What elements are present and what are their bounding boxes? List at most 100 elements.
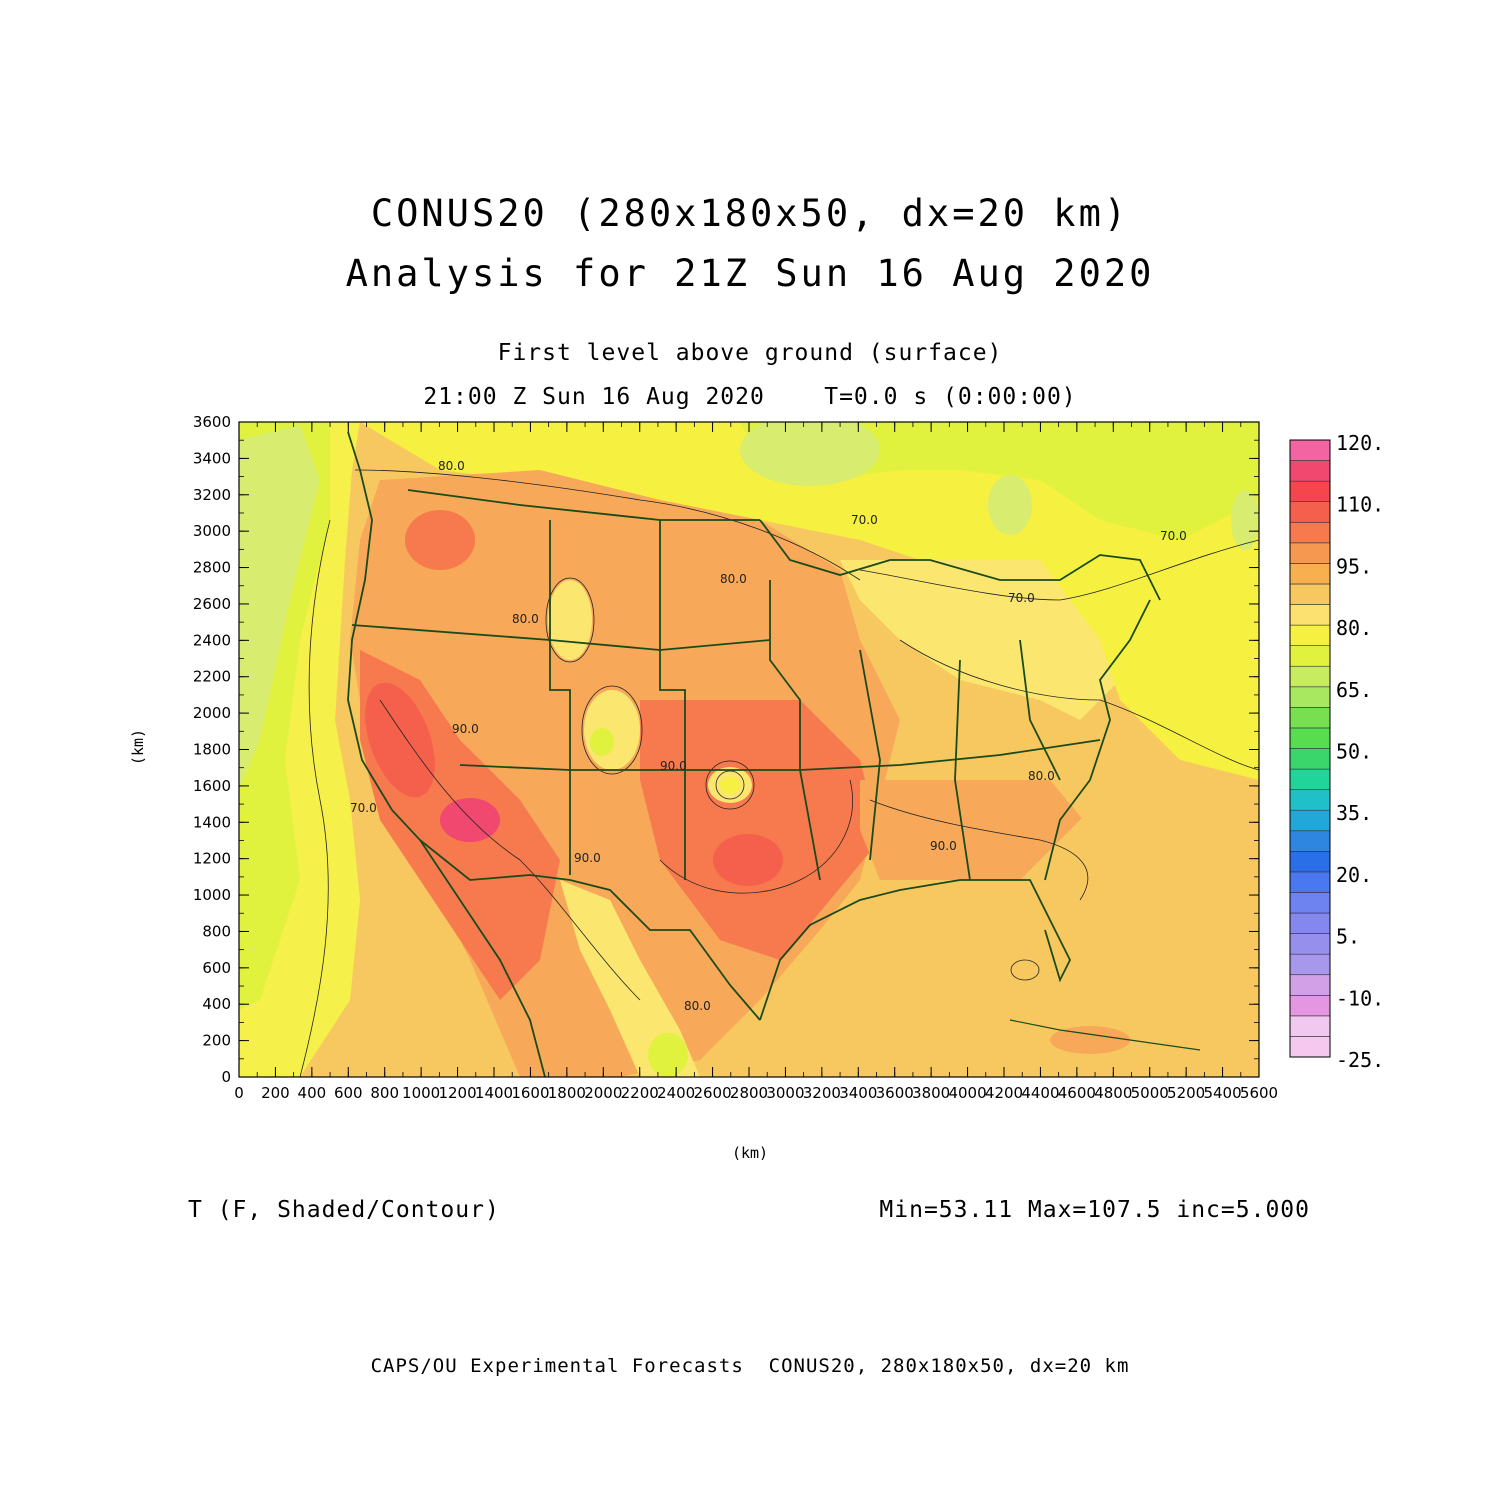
contour-label: 70.0: [851, 513, 878, 527]
field-pacific-cool: [239, 425, 320, 790]
field-centralvalley-100: [365, 682, 435, 798]
contour-label: 70.0: [1160, 529, 1187, 543]
x-tick-label: 2800: [730, 1084, 768, 1102]
contour-lines: [299, 469, 1260, 1078]
us-mexico-border: [419, 839, 761, 1021]
y-tick-label: 600: [202, 959, 231, 977]
x-tick-label: 2200: [621, 1084, 659, 1102]
y-tick-label: 3000: [193, 522, 231, 540]
x-tick-label: 3200: [803, 1084, 841, 1102]
x-tick-label: 5600: [1240, 1084, 1278, 1102]
field-northeast-70: [1040, 560, 1259, 780]
atlantic-coast: [1044, 599, 1151, 881]
x-tick-label: 5000: [1131, 1084, 1169, 1102]
y-tick-label: 0: [221, 1068, 231, 1086]
x-tick-label: 600: [334, 1084, 363, 1102]
x-tick-label: 2400: [657, 1084, 695, 1102]
x-tick-label: 3600: [876, 1084, 914, 1102]
x-tick-label: 1800: [548, 1084, 586, 1102]
state-border-v2: [659, 520, 686, 880]
colorbar-swatch: [1289, 748, 1331, 770]
field-desert-105: [440, 798, 500, 842]
contour-label: 80.0: [438, 459, 465, 473]
field-ok-cool-core: [720, 777, 740, 793]
colorbar-label: 95.: [1336, 554, 1372, 578]
contour-ring: [581, 685, 643, 775]
field-cool-spot-3: [1231, 490, 1259, 550]
x-tick-label: 1200: [438, 1084, 476, 1102]
colorbar-swatch: [1289, 563, 1331, 585]
contour-ring: [705, 760, 755, 810]
x-tick-label: 5400: [1203, 1084, 1241, 1102]
state-border-v3: [769, 580, 821, 881]
field-texas-100: [713, 834, 783, 886]
state-border-v5: [954, 659, 971, 881]
colorbar-swatch: [1289, 501, 1331, 523]
west-coast-boundary: [347, 431, 546, 1078]
x-axis-unit: (km): [731, 1144, 769, 1162]
colorbar-swatch: [1289, 789, 1331, 811]
contour-line: [354, 469, 861, 581]
contour-label: 70.0: [350, 801, 377, 815]
subtitle-time: 21:00 Z Sun 16 Aug 2020 T=0.0 s (0:00:00…: [423, 384, 1077, 410]
colorbar-label: 5.: [1336, 925, 1360, 949]
colorbar-label: -10.: [1336, 986, 1384, 1010]
x-tick-label: 1600: [511, 1084, 549, 1102]
y-tick-label: 1200: [193, 850, 231, 868]
x-tick-label: 3000: [766, 1084, 804, 1102]
x-tick-label: 4600: [1058, 1084, 1096, 1102]
contour-line: [859, 539, 1260, 601]
colorbar-swatch: [1289, 583, 1331, 605]
colorbar-label: 110.: [1336, 493, 1384, 517]
contour-line: [299, 519, 331, 1078]
state-border-h1: [351, 624, 771, 651]
field-cool-spot-1: [740, 422, 880, 486]
credits: CAPS/OU Experimental Forecasts CONUS20, …: [370, 1355, 1130, 1377]
colorbar-swatch: [1289, 707, 1331, 729]
x-tick-label: 0: [234, 1084, 244, 1102]
field-rockies-cool-1: [548, 580, 592, 660]
x-tick-label: 800: [370, 1084, 399, 1102]
colorbar-swatch: [1289, 809, 1331, 832]
x-tick-label: 1400: [475, 1084, 513, 1102]
x-tick-label: 400: [298, 1084, 327, 1102]
field-southplains-95: [640, 700, 880, 960]
contour-line: [659, 779, 853, 894]
x-tick-label: 200: [261, 1084, 290, 1102]
contour-label: 90.0: [930, 839, 957, 853]
y-tick-label: 3600: [193, 413, 231, 431]
field-stats: Min=53.11 Max=107.5 inc=5.000: [879, 1197, 1310, 1223]
colorbar-swatch: [1289, 851, 1331, 873]
x-tick-label: 1000: [402, 1084, 440, 1102]
field-atlantic: [900, 780, 1259, 1077]
colorbar-swatch: [1289, 892, 1331, 914]
colorbar-swatch: [1289, 994, 1331, 1017]
colorbar-swatch: [1289, 624, 1331, 646]
colorbar-swatch: [1289, 542, 1331, 564]
x-tick-label: 4200: [985, 1084, 1023, 1102]
contour-line: [899, 639, 1260, 771]
colorbar-swatch: [1289, 665, 1331, 688]
colorbar-swatch: [1289, 1036, 1331, 1058]
contour-labels: 80.0 70.0 80.0 80.0 70.0 70.0 90.0 70.0 90.0 90.0…: [350, 459, 1187, 1013]
colorbar-label: 80.: [1336, 616, 1372, 640]
y-tick-label: 3200: [193, 486, 231, 504]
colorbar-swatch: [1289, 727, 1331, 749]
colorbar-swatch: [1289, 521, 1331, 544]
contour-label: 80.0: [512, 612, 539, 626]
colorbar: 120. 110. 95. 80. 65. 50. 35. 20. 5. -10. -25.: [1289, 431, 1384, 1072]
x-tick-label: 3400: [839, 1084, 877, 1102]
contour-ring: [545, 577, 595, 663]
y-tick-label: 1000: [193, 886, 231, 904]
colorbar-swatch: [1289, 830, 1331, 852]
y-tick-label: 2800: [193, 559, 231, 577]
colorbar-label: -25.: [1336, 1048, 1384, 1072]
title-line-1: CONUS20 (280x180x50, dx=20 km): [370, 192, 1130, 235]
boundaries: [347, 431, 1201, 1078]
contour-line: [869, 799, 1089, 901]
colorbar-swatch: [1289, 768, 1331, 790]
x-tick-label: 4000: [948, 1084, 986, 1102]
field-northwest-95: [405, 510, 475, 570]
x-tick-label: 2000: [584, 1084, 622, 1102]
